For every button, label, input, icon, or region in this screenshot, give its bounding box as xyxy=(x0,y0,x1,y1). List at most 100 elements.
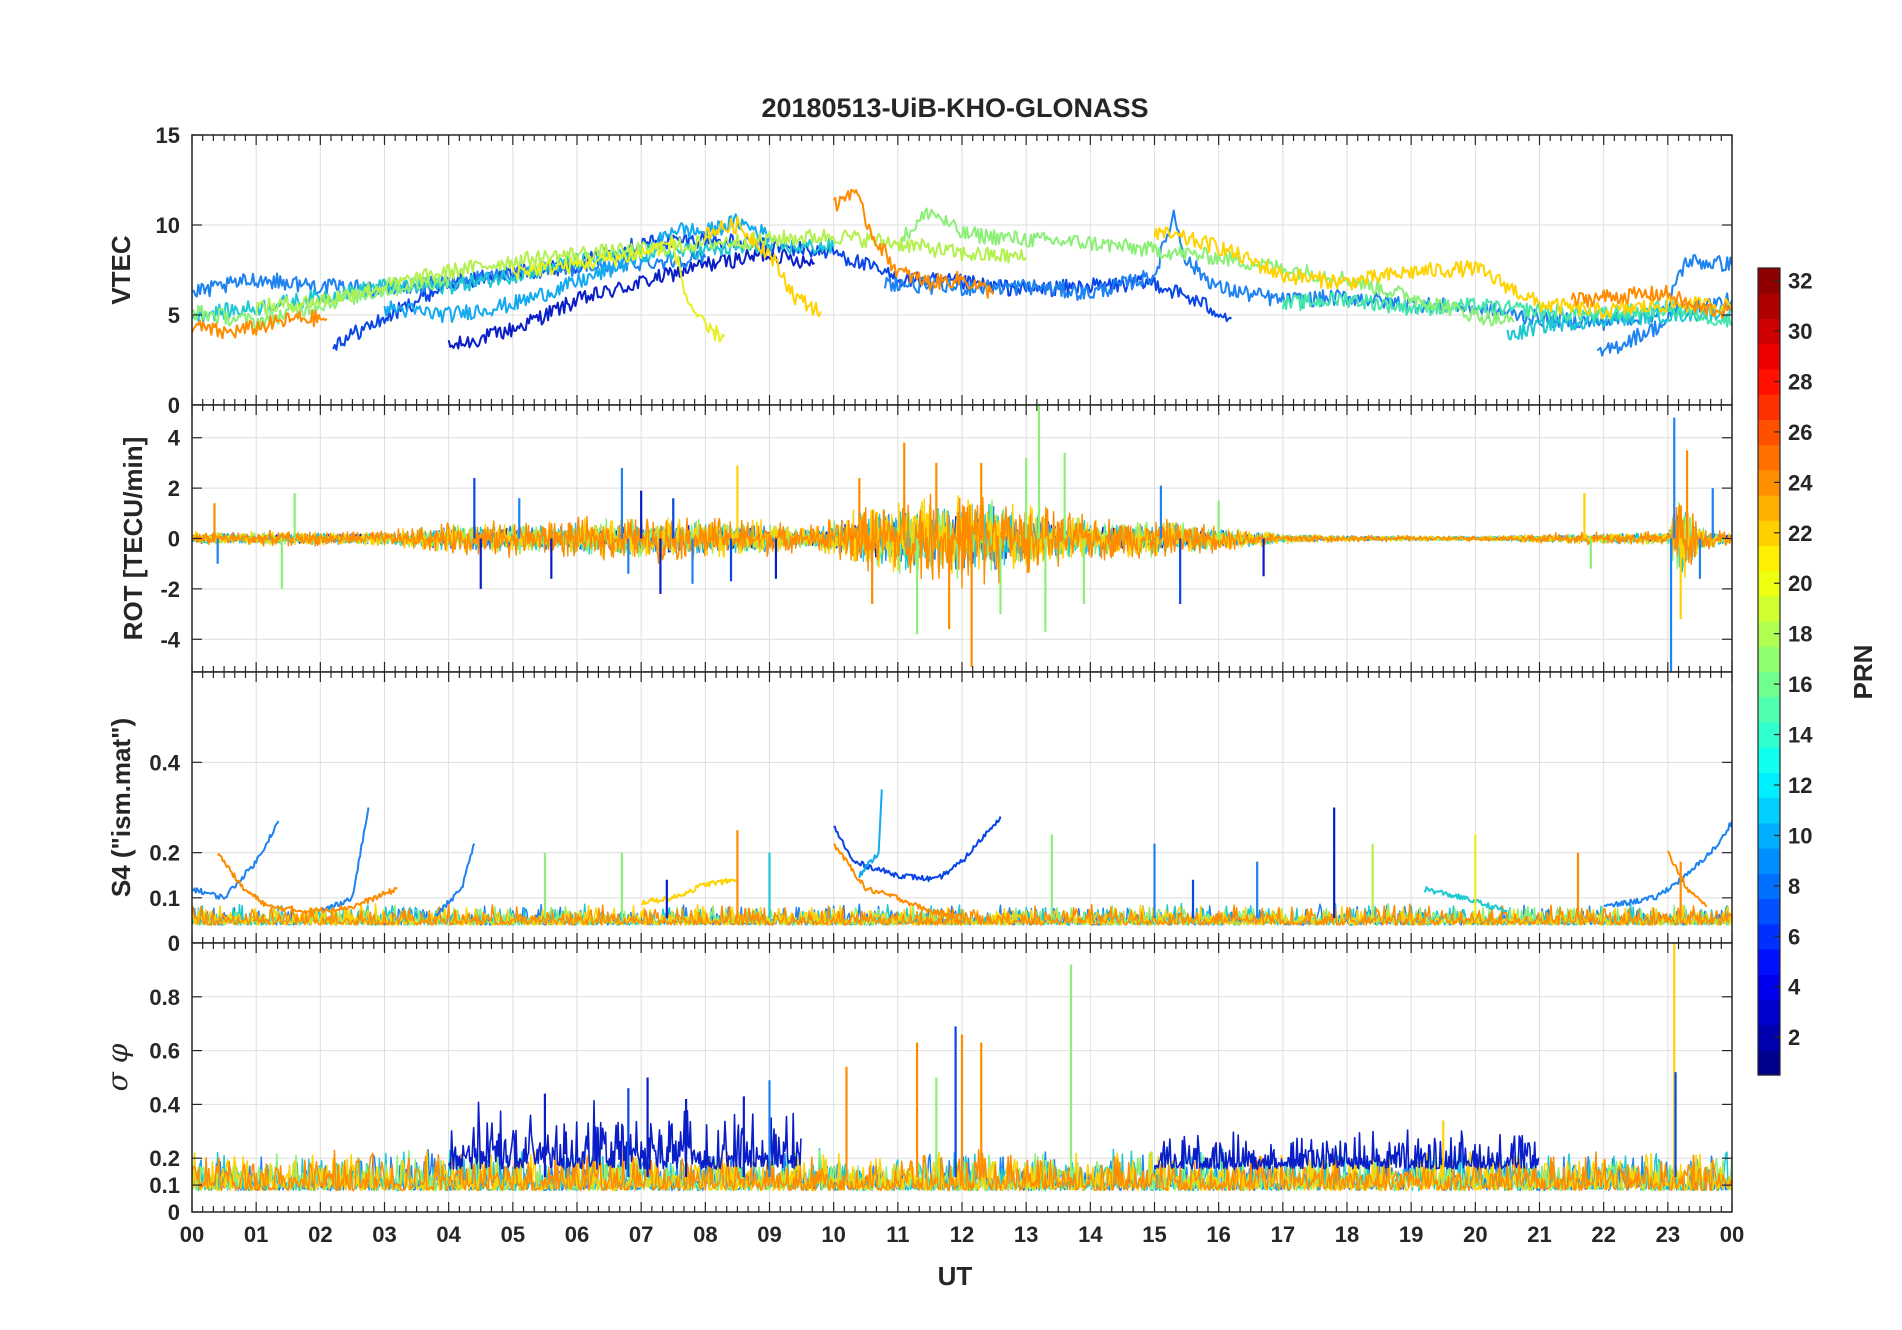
band-series xyxy=(1153,1129,1540,1170)
plot-area xyxy=(192,405,1732,672)
y-tick-label: 0 xyxy=(168,931,180,956)
y-tick-label: -4 xyxy=(160,627,180,652)
colorbar-tick-label: 6 xyxy=(1788,924,1800,949)
colorbar-segment xyxy=(1758,1049,1780,1076)
arc-series xyxy=(833,816,1002,883)
y-axis-label-text: S4 ("ism.mat") xyxy=(106,718,136,897)
colorbar-segment xyxy=(1758,923,1780,950)
colorbar-segment xyxy=(1758,268,1780,294)
series-line xyxy=(896,207,1515,327)
colorbar-tick-label: 32 xyxy=(1788,269,1812,294)
colorbar-segment xyxy=(1758,747,1780,773)
y-tick-label: 0.1 xyxy=(149,1173,180,1198)
x-ticks xyxy=(191,943,1733,1212)
x-tick-label: 15 xyxy=(1142,1222,1166,1247)
arc-series xyxy=(833,843,963,918)
y-tick-label: 10 xyxy=(156,213,180,238)
y-tick-label: 0.1 xyxy=(149,886,180,911)
x-tick-label: 00 xyxy=(1720,1222,1744,1247)
colorbar-tick-label: 28 xyxy=(1788,369,1812,394)
arc-series xyxy=(216,853,398,915)
colorbar-segment xyxy=(1758,721,1780,748)
y-axis-label-text: ROT [TECU/min] xyxy=(118,437,148,641)
y-tick-label: 0 xyxy=(168,527,180,552)
colorbar-segment xyxy=(1758,621,1780,647)
x-tick-label: 19 xyxy=(1399,1222,1423,1247)
y-axis-label: ROT [TECU/min] xyxy=(118,437,148,641)
x-axis-label: UT xyxy=(938,1261,973,1291)
colorbar-segment xyxy=(1758,772,1780,799)
arc-series xyxy=(1423,886,1508,913)
plot-area xyxy=(192,943,1732,1192)
colorbar-tick-label: 16 xyxy=(1788,672,1812,697)
colorbar-segment xyxy=(1758,797,1780,824)
colorbar-tick-label: 12 xyxy=(1788,773,1812,798)
colorbar-segment xyxy=(1758,1024,1780,1051)
rot-series xyxy=(192,493,1732,589)
arc-series xyxy=(858,789,883,879)
colorbar-segment xyxy=(1758,343,1780,370)
colorbar-tick-label: 8 xyxy=(1788,874,1800,899)
x-tick-label: 08 xyxy=(693,1222,717,1247)
y-axis-label: S4 ("ism.mat") xyxy=(106,718,136,897)
y-tick-label: 0.6 xyxy=(149,1039,180,1064)
colorbar-tick-label: 10 xyxy=(1788,823,1812,848)
x-tick-label: 00 xyxy=(180,1222,204,1247)
colorbar-segment xyxy=(1758,419,1780,446)
colorbar-tick-label: 14 xyxy=(1788,723,1813,748)
x-tick-label: 12 xyxy=(950,1222,974,1247)
x-axis: UT 00 01 02 03 04 05 06 07 08 09 10 11 12 13 14 15 16 17 1… xyxy=(180,1222,1744,1291)
arc-series xyxy=(1666,850,1708,908)
y-axis-label: σ φ xyxy=(101,1043,134,1091)
colorbar-segment xyxy=(1758,394,1780,420)
x-tick-label: 06 xyxy=(565,1222,589,1247)
x-tick-label: 16 xyxy=(1206,1222,1230,1247)
y-tick-label: 0.4 xyxy=(149,750,180,775)
x-tick-label: 21 xyxy=(1527,1222,1551,1247)
colorbar-segment xyxy=(1758,520,1780,547)
colorbar-frame xyxy=(1757,267,1781,1076)
series-line xyxy=(1596,254,1732,357)
arc-series xyxy=(1603,820,1732,908)
x-ticks xyxy=(191,672,1733,943)
x-tick-label: 03 xyxy=(372,1222,396,1247)
colorbar-segment xyxy=(1758,671,1780,698)
series-line xyxy=(447,248,815,350)
x-tick-label: 04 xyxy=(436,1222,461,1247)
x-tick-label: 11 xyxy=(886,1222,909,1247)
x-tick-label: 18 xyxy=(1335,1222,1359,1247)
x-tick-label: 05 xyxy=(501,1222,525,1247)
colorbar-segment xyxy=(1758,293,1780,320)
x-tick-label: 22 xyxy=(1591,1222,1615,1247)
colorbar-tick-label: 24 xyxy=(1788,470,1813,495)
colorbar-tick-label: 2 xyxy=(1788,1025,1800,1050)
x-tick-label: 14 xyxy=(1078,1222,1103,1247)
series-line xyxy=(511,235,726,343)
x-tick-label: 13 xyxy=(1014,1222,1038,1247)
colorbar-segment xyxy=(1758,696,1780,723)
colorbar-segment xyxy=(1758,898,1780,925)
y-tick-label: 0.2 xyxy=(149,1146,180,1171)
colorbar-tick-label: 22 xyxy=(1788,521,1812,546)
x-tick-label: 23 xyxy=(1656,1222,1680,1247)
y-tick-label: 4 xyxy=(168,426,181,451)
grid xyxy=(192,672,1732,943)
y-axis-label-text: VTEC xyxy=(106,235,136,305)
chart-title: 20180513-UiB-KHO-GLONASS xyxy=(761,93,1148,123)
colorbar-segment xyxy=(1758,368,1780,395)
colorbar-segment xyxy=(1758,595,1780,622)
x-ticks xyxy=(191,135,1733,405)
panel-2: -4 -2 0 2 4 ROT [TECU/min] xyxy=(118,404,1733,673)
colorbar-segment xyxy=(1758,469,1780,496)
colorbar-tick-label: 30 xyxy=(1788,319,1812,344)
colorbar-segment xyxy=(1758,822,1780,849)
y-tick-label: 15 xyxy=(156,123,180,148)
series-line xyxy=(192,272,450,331)
series-line xyxy=(832,188,995,299)
colorbar-segment xyxy=(1758,545,1780,572)
colorbar-tick-label: 20 xyxy=(1788,571,1812,596)
colorbar-tick-label: 18 xyxy=(1788,622,1812,647)
series-line xyxy=(704,216,822,318)
